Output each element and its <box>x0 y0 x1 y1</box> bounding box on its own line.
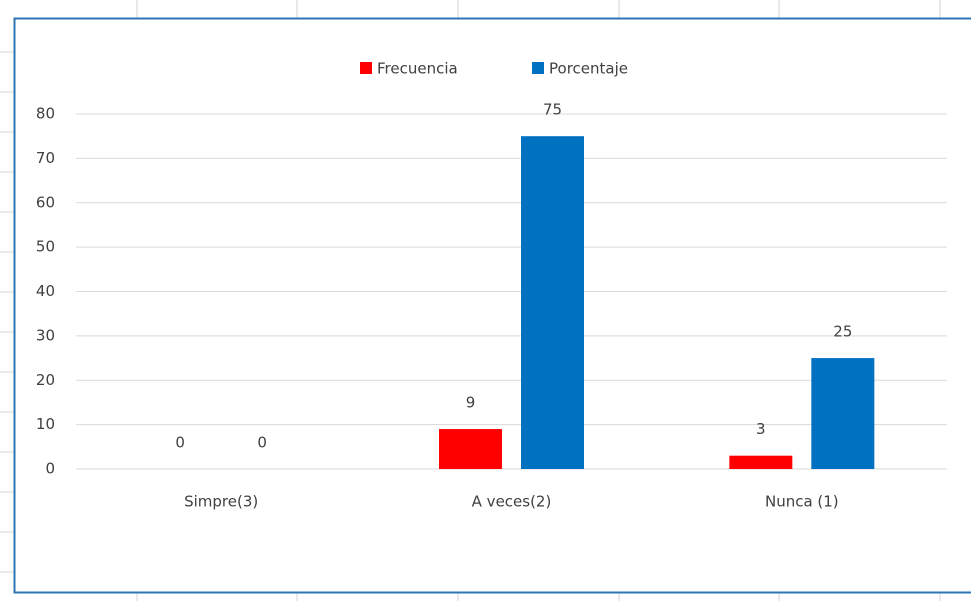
data-label: 9 <box>466 394 476 412</box>
data-label: 0 <box>175 434 185 452</box>
bar <box>439 429 502 469</box>
y-tick-label: 10 <box>36 415 55 433</box>
x-tick-label: Nunca (1) <box>765 493 839 511</box>
y-tick-label: 50 <box>36 238 55 256</box>
legend-label: Porcentaje <box>549 60 628 78</box>
data-label: 3 <box>756 420 766 438</box>
data-label: 0 <box>257 434 267 452</box>
legend-swatch <box>532 62 544 74</box>
data-label: 75 <box>543 101 562 119</box>
bar <box>521 136 584 469</box>
spreadsheet-background <box>0 0 941 601</box>
bar <box>729 455 793 469</box>
y-tick-label: 30 <box>36 326 55 344</box>
y-tick-label: 40 <box>36 282 55 300</box>
y-tick-label: 20 <box>36 371 55 389</box>
y-tick-label: 70 <box>36 149 55 167</box>
legend-label: Frecuencia <box>377 60 458 78</box>
y-tick-label: 0 <box>45 460 55 478</box>
x-tick-label: A veces(2) <box>472 493 552 511</box>
data-label: 25 <box>833 323 852 341</box>
y-tick-label: 80 <box>36 105 55 123</box>
y-tick-label: 60 <box>36 193 55 211</box>
x-tick-label: Simpre(3) <box>184 493 258 511</box>
bar <box>811 358 875 469</box>
legend-swatch <box>360 62 372 74</box>
